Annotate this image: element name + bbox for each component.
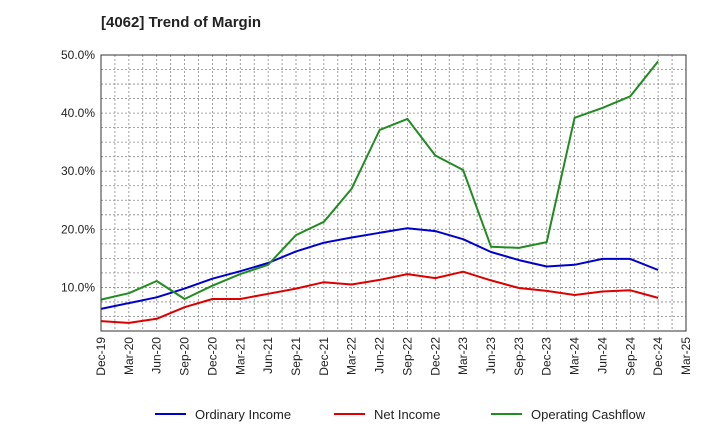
y-tick-label: 10.0% <box>61 280 95 294</box>
x-tick-label: Sep-22 <box>400 337 414 376</box>
legend-label-ordinary-income: Ordinary Income <box>195 407 291 422</box>
x-tick-label: Dec-24 <box>651 337 665 376</box>
chart-title: [4062] Trend of Margin <box>101 14 262 31</box>
plot-frame <box>100 54 687 332</box>
series-line-net-income <box>100 270 659 324</box>
grid <box>101 55 686 331</box>
x-tick-label: Sep-24 <box>623 337 637 376</box>
series-line-operating-cashflow <box>100 60 659 301</box>
x-tick-label: Mar-20 <box>122 337 136 375</box>
x-tick-label: Mar-23 <box>456 337 470 375</box>
x-tick-label: Jun-22 <box>373 337 387 374</box>
legend-label-net-income: Net Income <box>374 407 440 422</box>
x-tick-label: Sep-20 <box>178 337 192 376</box>
x-tick-label: Dec-22 <box>428 337 442 376</box>
x-tick-label: Mar-22 <box>345 337 359 375</box>
x-tick-label: Jun-21 <box>261 337 275 374</box>
x-tick-label: Jun-24 <box>595 337 609 374</box>
x-tick-label: Dec-20 <box>205 337 219 376</box>
series-line-ordinary-income <box>100 227 659 310</box>
legend: Ordinary Income Net Income Operating Cashf… <box>155 407 646 422</box>
x-tick-label: Dec-21 <box>317 337 331 376</box>
x-tick-label: Sep-21 <box>289 337 303 376</box>
y-tick-labels: 10.0% 20.0% 30.0% 40.0% 50.0% <box>61 48 95 294</box>
x-tick-labels: Dec-19 Mar-20 Jun-20 Sep-20 Dec-20 Mar-21 Jun-… <box>94 337 693 376</box>
x-tick-label: Jun-23 <box>484 337 498 374</box>
x-tick-label: Mar-21 <box>233 337 247 375</box>
x-tick-label: Jun-20 <box>150 337 164 374</box>
legend-label-operating-cashflow: Operating Cashflow <box>531 407 646 422</box>
y-tick-label: 30.0% <box>61 164 95 178</box>
x-tick-label: Dec-19 <box>94 337 108 376</box>
x-tick-label: Mar-24 <box>568 337 582 375</box>
x-tick-label: Sep-23 <box>512 337 526 376</box>
x-tick-label: Mar-25 <box>679 337 693 375</box>
y-tick-label: 40.0% <box>61 106 95 120</box>
series-lines <box>100 60 659 324</box>
y-tick-label: 50.0% <box>61 48 95 62</box>
x-tick-label: Dec-23 <box>540 337 554 376</box>
y-tick-label: 20.0% <box>61 222 95 236</box>
